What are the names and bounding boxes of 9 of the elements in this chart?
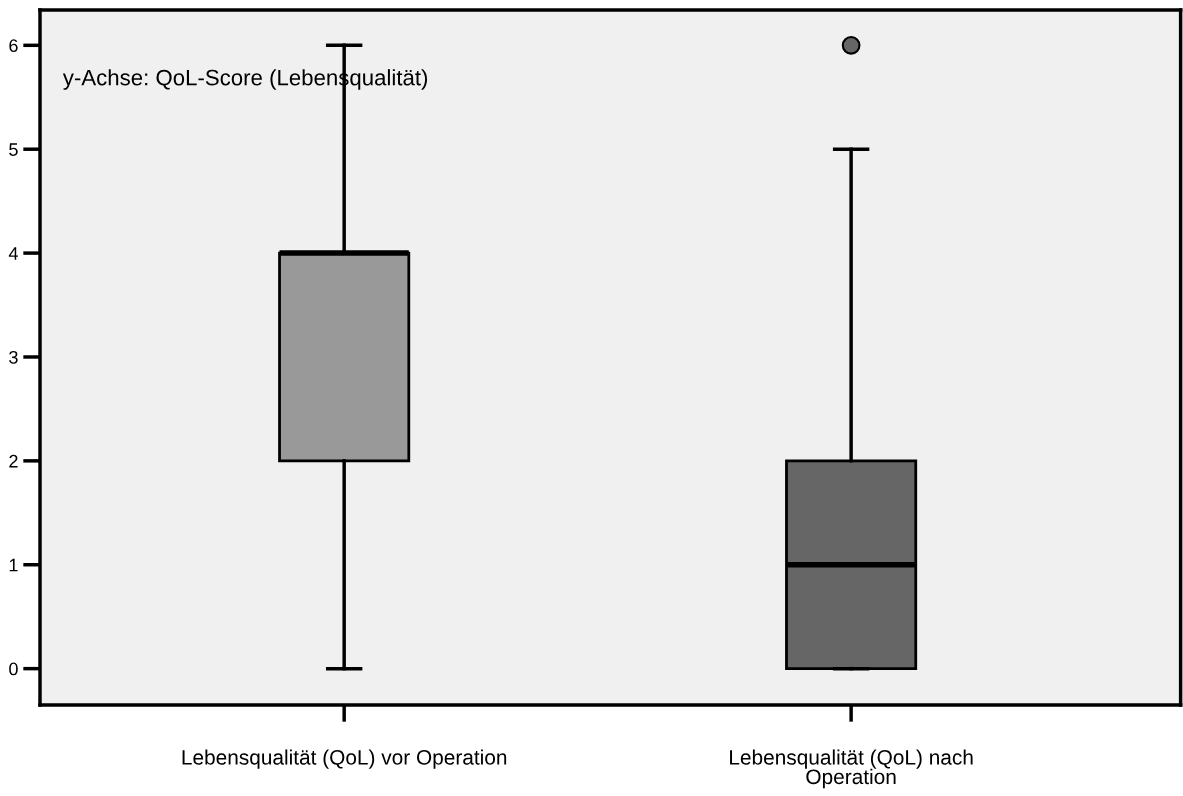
y-tick-label: 6 (9, 39, 18, 53)
x-tick-label: Lebensqualität (QoL) nach Operation (730, 749, 973, 789)
y-tick-label: 5 (9, 143, 18, 156)
y-tick-label: 4 (8, 247, 18, 260)
y-tick-label: 0 (9, 662, 18, 676)
y-tick-label: 2 (9, 454, 18, 468)
y-tick-label: 3 (9, 350, 18, 364)
x-tick-label: Lebensqualität (QoL) vor Operation (182, 749, 507, 769)
y-tick-label: 1 (9, 558, 18, 572)
